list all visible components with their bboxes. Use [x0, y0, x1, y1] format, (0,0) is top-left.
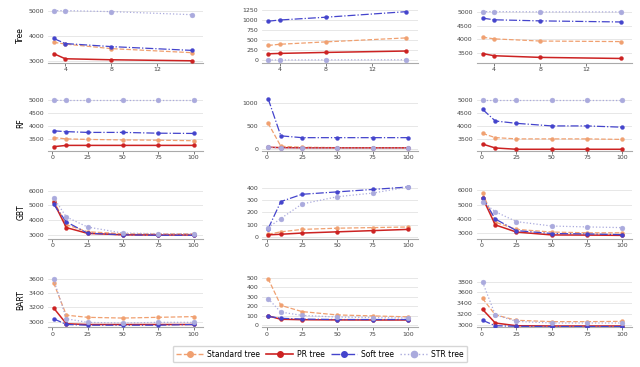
Y-axis label: RF: RF [17, 119, 26, 128]
Legend: Standard tree, PR tree, Soft tree, STR tree: Standard tree, PR tree, Soft tree, STR t… [173, 346, 467, 363]
Y-axis label: GBT: GBT [17, 204, 26, 220]
Y-axis label: Tree: Tree [17, 28, 26, 43]
Y-axis label: BART: BART [16, 290, 26, 310]
